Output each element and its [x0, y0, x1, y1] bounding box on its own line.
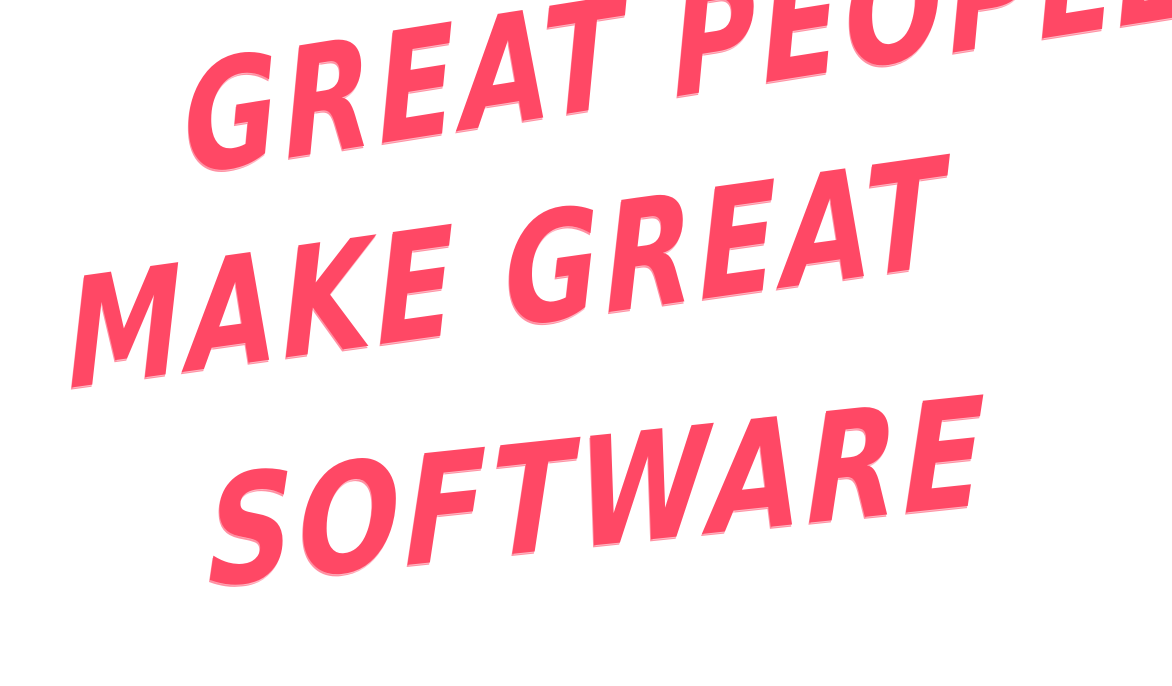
headline-line-3: SOFTWARE: [208, 364, 990, 623]
